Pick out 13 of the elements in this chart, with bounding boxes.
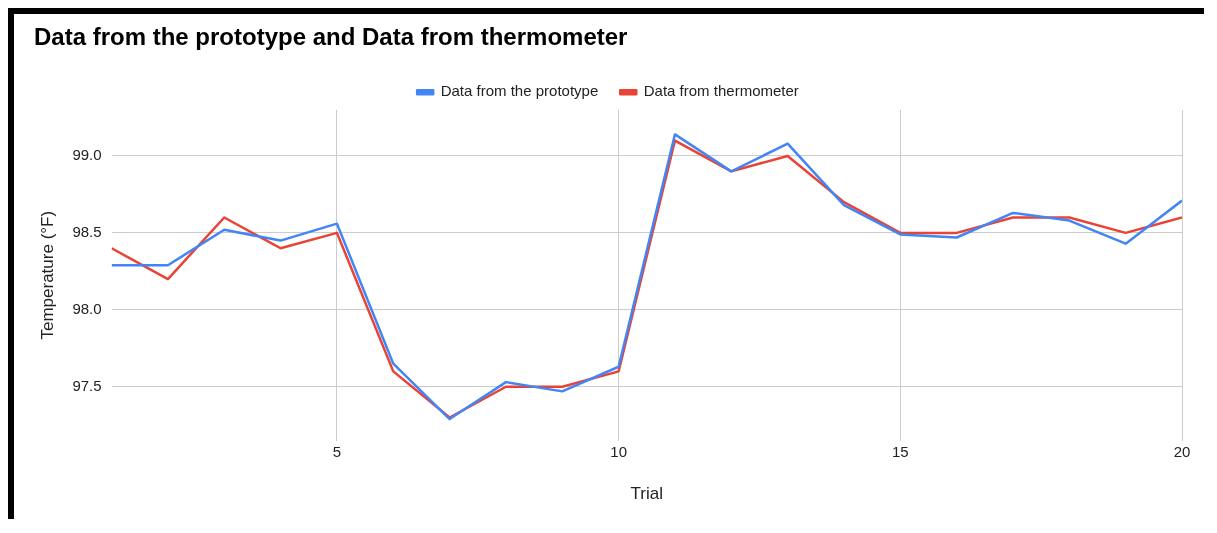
y-tick-label: 98.5 xyxy=(72,223,102,241)
y-axis-title: Temperature (°F) xyxy=(37,210,57,340)
x-tick-label: 20 xyxy=(1173,442,1191,460)
y-tick-label: 97.5 xyxy=(72,376,102,394)
y-tick-label: 99.0 xyxy=(72,146,102,164)
x-axis-title: Trial xyxy=(630,484,664,504)
chart-title: Data from the prototype and Data from thermometer xyxy=(34,23,628,51)
legend-label: Data from the prototype xyxy=(440,82,599,100)
y-tick-label: 98.0 xyxy=(72,299,102,317)
x-tick-label: 15 xyxy=(891,442,909,460)
legend-label: Data from thermometer xyxy=(643,82,799,100)
x-tick-label: 5 xyxy=(332,442,342,460)
x-tick-label: 10 xyxy=(610,442,627,460)
